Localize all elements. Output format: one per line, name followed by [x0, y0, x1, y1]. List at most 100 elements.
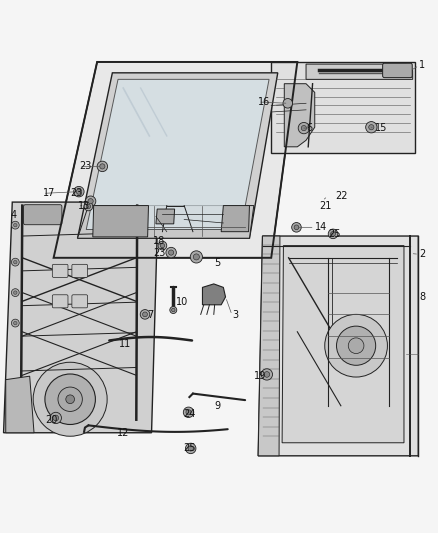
Polygon shape: [78, 206, 254, 238]
Polygon shape: [93, 206, 148, 237]
Polygon shape: [156, 209, 175, 224]
Circle shape: [294, 225, 299, 230]
Text: 15: 15: [375, 123, 387, 133]
Circle shape: [66, 395, 74, 403]
Polygon shape: [53, 62, 297, 258]
Circle shape: [292, 223, 301, 232]
Circle shape: [193, 254, 199, 260]
Circle shape: [84, 202, 93, 211]
Circle shape: [76, 189, 81, 194]
Circle shape: [143, 312, 148, 317]
Circle shape: [97, 161, 108, 172]
FancyBboxPatch shape: [52, 264, 68, 277]
Circle shape: [190, 251, 202, 263]
FancyBboxPatch shape: [72, 264, 88, 277]
Circle shape: [50, 413, 61, 424]
Polygon shape: [86, 79, 269, 230]
Circle shape: [184, 407, 194, 417]
Text: 18: 18: [153, 236, 165, 246]
Text: 16: 16: [258, 97, 270, 107]
Polygon shape: [284, 84, 315, 147]
Circle shape: [261, 369, 272, 380]
Circle shape: [158, 241, 167, 250]
Text: 24: 24: [184, 409, 196, 418]
Circle shape: [11, 258, 19, 266]
Circle shape: [88, 199, 93, 204]
Circle shape: [14, 223, 17, 227]
Circle shape: [331, 231, 336, 236]
Circle shape: [169, 250, 174, 255]
Polygon shape: [6, 376, 34, 433]
Circle shape: [14, 321, 17, 325]
Circle shape: [53, 415, 59, 421]
Text: 2: 2: [419, 249, 425, 260]
Text: 19: 19: [254, 371, 266, 381]
Text: 21: 21: [319, 200, 332, 211]
Circle shape: [348, 338, 364, 353]
Circle shape: [33, 362, 107, 436]
Circle shape: [100, 164, 105, 169]
Circle shape: [86, 204, 91, 208]
Polygon shape: [78, 73, 278, 238]
Circle shape: [325, 314, 388, 377]
Circle shape: [298, 123, 310, 134]
Circle shape: [11, 319, 19, 327]
Polygon shape: [202, 284, 226, 305]
Circle shape: [11, 289, 19, 296]
Text: 23: 23: [153, 248, 165, 259]
Circle shape: [14, 261, 17, 264]
Text: 7: 7: [147, 310, 153, 320]
Text: 9: 9: [215, 401, 221, 411]
Text: 11: 11: [119, 339, 131, 349]
Polygon shape: [306, 64, 413, 79]
Text: 8: 8: [419, 292, 425, 302]
Text: 1: 1: [419, 60, 425, 70]
Circle shape: [369, 125, 374, 130]
Text: 10: 10: [176, 297, 188, 307]
FancyBboxPatch shape: [72, 295, 88, 308]
Circle shape: [188, 446, 193, 451]
Text: 22: 22: [336, 191, 348, 201]
Circle shape: [74, 187, 84, 197]
Text: 23: 23: [79, 161, 91, 172]
Circle shape: [160, 244, 165, 248]
Circle shape: [283, 99, 293, 108]
Polygon shape: [271, 62, 415, 154]
Circle shape: [11, 221, 19, 229]
Circle shape: [170, 306, 177, 313]
Text: 14: 14: [315, 222, 327, 232]
Text: 5: 5: [215, 258, 221, 268]
Text: 13: 13: [78, 201, 90, 212]
Circle shape: [185, 443, 196, 454]
Circle shape: [45, 374, 95, 424]
Circle shape: [14, 291, 17, 294]
Circle shape: [58, 387, 82, 411]
Polygon shape: [282, 246, 404, 443]
FancyBboxPatch shape: [383, 63, 412, 78]
Circle shape: [328, 229, 338, 239]
Text: 3: 3: [232, 310, 238, 320]
Circle shape: [186, 410, 191, 415]
Text: 20: 20: [45, 415, 57, 425]
Circle shape: [366, 122, 377, 133]
Circle shape: [140, 310, 150, 319]
Text: 23: 23: [70, 188, 82, 198]
Polygon shape: [258, 236, 418, 456]
Text: 17: 17: [43, 188, 55, 198]
Polygon shape: [258, 236, 280, 456]
Circle shape: [301, 125, 307, 131]
FancyBboxPatch shape: [24, 205, 62, 225]
FancyBboxPatch shape: [52, 295, 68, 308]
Circle shape: [85, 196, 96, 206]
Text: 25: 25: [184, 443, 196, 454]
Text: 25: 25: [328, 229, 340, 239]
Circle shape: [336, 326, 376, 365]
Circle shape: [166, 247, 177, 258]
Polygon shape: [4, 202, 158, 433]
Text: 12: 12: [117, 428, 129, 438]
Polygon shape: [221, 206, 250, 232]
Circle shape: [264, 372, 270, 377]
Circle shape: [172, 308, 175, 312]
Text: 4: 4: [10, 210, 16, 220]
Text: 6: 6: [306, 123, 312, 133]
